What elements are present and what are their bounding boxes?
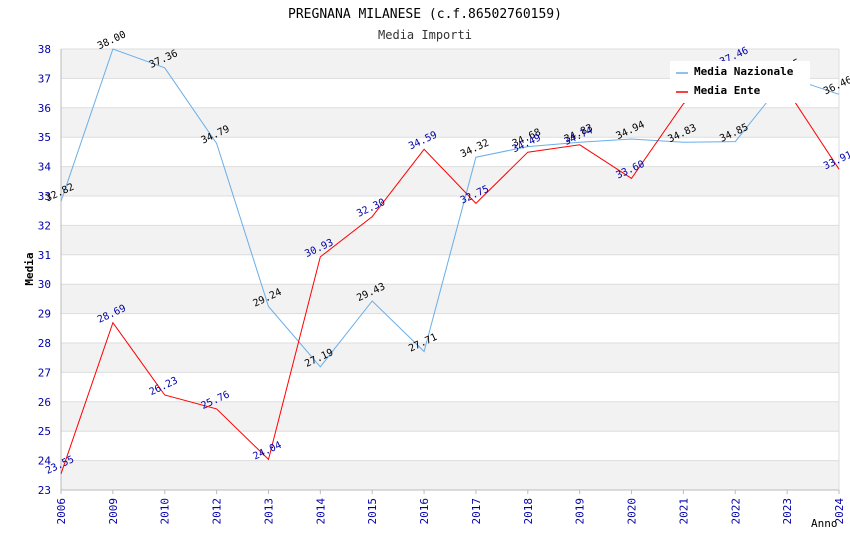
data-label: 32.30 bbox=[355, 197, 387, 220]
y-tick-label: 32 bbox=[38, 219, 51, 232]
series-line-0 bbox=[60, 48, 840, 368]
x-tick-label: 2020 bbox=[626, 498, 639, 525]
x-tick-label: 2017 bbox=[470, 498, 483, 525]
x-tick-label: 2009 bbox=[107, 498, 120, 525]
data-label: 32.82 bbox=[44, 182, 76, 205]
grid-lines bbox=[60, 48, 840, 491]
x-tick-label: 2018 bbox=[522, 498, 535, 525]
y-tick-label: 28 bbox=[38, 337, 51, 350]
grid-band bbox=[61, 225, 839, 255]
y-tick-label: 36 bbox=[38, 102, 51, 115]
x-axis-label: Anno bbox=[811, 517, 838, 530]
y-tick-label: 30 bbox=[38, 278, 51, 291]
y-tick-label: 34 bbox=[38, 161, 52, 174]
y-tick-label: 29 bbox=[38, 308, 51, 321]
y-tick-label: 35 bbox=[38, 131, 51, 144]
chart-title: PREGNANA MILANESE (c.f.86502760159) bbox=[288, 7, 562, 22]
x-tick-label: 2015 bbox=[366, 498, 379, 525]
data-label: 24.04 bbox=[251, 440, 283, 463]
y-tick-labels: 23 24 25 26 27 28 29 30 31 32 33 34 35 36 37 38 bbox=[38, 43, 52, 497]
chart-subtitle: Media Importi bbox=[378, 28, 472, 42]
x-tick-label: 2010 bbox=[159, 498, 172, 525]
x-tick-label: 2023 bbox=[781, 498, 794, 525]
background-bands bbox=[61, 49, 839, 490]
x-tick-label: 2012 bbox=[211, 498, 224, 525]
y-tick-label: 24 bbox=[38, 455, 52, 468]
y-tick-label: 33 bbox=[38, 190, 51, 203]
grid-band bbox=[61, 460, 839, 490]
grid-band bbox=[61, 107, 839, 138]
legend-label-ente: Media Ente bbox=[694, 84, 761, 97]
y-tick-label: 37 bbox=[38, 72, 51, 85]
grid-band bbox=[61, 343, 839, 373]
y-tick-label: 27 bbox=[38, 366, 51, 379]
data-label: 34.32 bbox=[459, 138, 491, 161]
grid-band bbox=[61, 284, 839, 314]
x-tick-label: 2013 bbox=[262, 498, 275, 525]
x-tick-labels: 2006 2009 2010 2012 2013 2014 2015 2016 2017 2018… bbox=[55, 490, 846, 525]
x-tick-label: 2021 bbox=[677, 498, 690, 525]
grid-band bbox=[61, 401, 839, 432]
x-tick-label: 2019 bbox=[574, 498, 587, 525]
x-tick-label: 2014 bbox=[314, 498, 327, 525]
legend-label-nazionale: Media Nazionale bbox=[694, 65, 794, 78]
x-tick-label: 2024 bbox=[833, 498, 846, 525]
legend-box bbox=[670, 61, 810, 103]
y-tick-label: 31 bbox=[38, 249, 51, 262]
data-label: 26.23 bbox=[148, 375, 180, 398]
y-tick-label: 23 bbox=[38, 484, 51, 497]
grid-band bbox=[61, 166, 839, 196]
y-tick-label: 38 bbox=[38, 43, 51, 56]
x-tick-label: 2016 bbox=[418, 498, 431, 525]
x-tick-label: 2022 bbox=[729, 498, 742, 525]
y-tick-label: 26 bbox=[38, 396, 51, 409]
legend: Media Nazionale Media Ente bbox=[670, 61, 810, 103]
x-tick-label: 2006 bbox=[55, 498, 68, 525]
y-axis-label: Media bbox=[23, 252, 36, 285]
y-tick-label: 25 bbox=[38, 425, 51, 438]
